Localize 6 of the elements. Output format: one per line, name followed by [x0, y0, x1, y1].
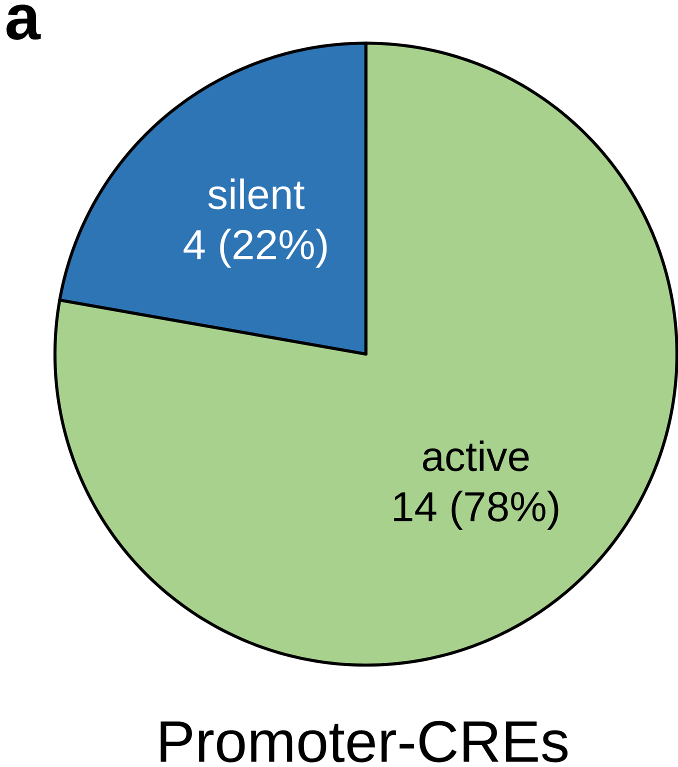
text: a — [6, 4, 41, 40]
slice-label: active — [422, 440, 529, 472]
data-label: 14 (78%) — [394, 490, 558, 530]
slice-label: silent — [208, 178, 304, 210]
text: Promoter-CREs — [160, 720, 568, 762]
data-label: 4 (22%) — [183, 228, 326, 268]
